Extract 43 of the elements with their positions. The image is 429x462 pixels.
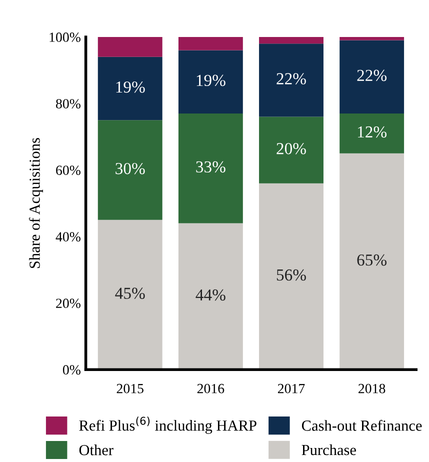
data-label: 20% bbox=[276, 142, 306, 154]
legend-label: Cash-out Refinance bbox=[302, 420, 422, 431]
data-label: 44% bbox=[196, 289, 226, 301]
legend-label: Purchase bbox=[302, 444, 356, 456]
bar bbox=[259, 36, 324, 44]
bar bbox=[178, 50, 243, 114]
legend-label: Refi Plus$^{(6)}$ including HARP bbox=[79, 416, 256, 434]
bar bbox=[259, 183, 324, 370]
x-tick-label: 2017 bbox=[278, 384, 305, 394]
bar bbox=[259, 44, 324, 117]
data-label: 33% bbox=[196, 161, 226, 173]
x-tick-label: 2018 bbox=[358, 384, 386, 394]
y-tick-label: 60% bbox=[56, 166, 80, 176]
bar bbox=[178, 223, 243, 370]
bar bbox=[340, 36, 404, 40]
y-tick-label: 0% bbox=[62, 365, 80, 375]
y-tick-label: 20% bbox=[56, 298, 80, 308]
y-axis-title: Share of Acquisitions bbox=[28, 138, 43, 268]
bar bbox=[340, 113, 404, 154]
x-tick-label: 2015 bbox=[116, 384, 144, 394]
bar bbox=[259, 116, 324, 184]
legend-label: Other bbox=[79, 444, 114, 456]
data-label: 30% bbox=[116, 162, 145, 174]
y-tick-label: 80% bbox=[56, 99, 80, 108]
data-label: 45% bbox=[115, 288, 145, 299]
y-tick-label: 40% bbox=[56, 232, 80, 242]
data-label: 19% bbox=[116, 81, 145, 93]
bar bbox=[98, 220, 162, 370]
y-tick-label: 100% bbox=[50, 32, 80, 42]
bar bbox=[178, 36, 243, 50]
data-label: 65% bbox=[357, 254, 387, 266]
x-tick-label: 2016 bbox=[197, 384, 224, 394]
bar bbox=[340, 40, 404, 114]
bar bbox=[98, 36, 162, 57]
bar bbox=[98, 120, 162, 220]
data-label: 22% bbox=[276, 73, 306, 84]
data-label: 22% bbox=[357, 70, 387, 82]
data-label: 56% bbox=[276, 269, 306, 281]
bar bbox=[178, 113, 243, 224]
data-label: 19% bbox=[196, 74, 226, 86]
bar bbox=[340, 153, 404, 370]
data-label: 12% bbox=[358, 126, 387, 138]
bar bbox=[98, 56, 162, 120]
